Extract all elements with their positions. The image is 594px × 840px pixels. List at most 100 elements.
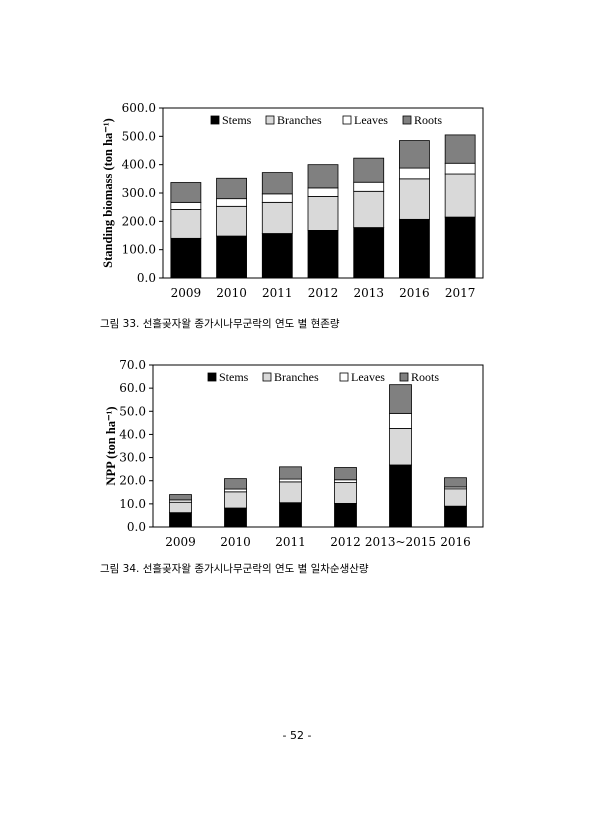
legend-label-stems: Stems: [222, 113, 252, 127]
legend-item-branches: Branches: [262, 370, 319, 384]
bar-stems-2010: [224, 507, 247, 528]
x-tick-label: 2016: [440, 535, 471, 549]
bar-stems-2012: [334, 502, 357, 528]
x-tick-label: 2013~2015: [365, 535, 436, 549]
x-tick-label: 2016: [399, 286, 430, 300]
bar-branches-2016: [399, 178, 430, 220]
bar-stems-2009: [169, 512, 192, 528]
y-tick-label: 0.0: [137, 271, 156, 285]
bar-stems-2011: [279, 502, 302, 528]
bar-roots-2012: [307, 164, 339, 189]
bar-roots-2016: [399, 140, 430, 169]
plot-area: [152, 364, 484, 528]
bar-branches-2011: [261, 201, 293, 234]
bar-branches-2016: [444, 488, 467, 507]
legend-swatch-roots: [402, 115, 412, 125]
legend-swatch-branches: [262, 372, 272, 382]
x-tick-label: 2010: [216, 286, 247, 300]
bar-branches-2012: [307, 196, 339, 231]
bar-leaves-2013-2015: [389, 412, 412, 429]
legend-label-leaves: Leaves: [351, 370, 385, 384]
y-axis-label: Standing biomass (ton ha⁻¹): [101, 118, 115, 268]
y-tick-label: 300.0: [122, 186, 156, 200]
y-tick-label: 40.0: [119, 427, 146, 441]
bar-leaves-2011: [279, 478, 302, 483]
legend-label-branches: Branches: [277, 113, 322, 127]
bar-branches-2013: [353, 190, 385, 228]
y-axis-label: NPP (ton ha⁻¹): [104, 406, 118, 485]
bar-roots-2013: [353, 157, 385, 183]
x-tick-label: 2009: [165, 535, 196, 549]
y-tick-label: 70.0: [119, 358, 146, 372]
legend-item-roots: Roots: [402, 113, 442, 127]
bar-branches-2009: [170, 209, 202, 239]
bar-leaves-2017: [444, 162, 476, 175]
legend-item-stems: Stems: [207, 370, 249, 384]
bar-branches-2010: [224, 491, 247, 509]
bar-roots-2011: [279, 466, 302, 480]
x-tick-label: 2012: [308, 286, 339, 300]
y-tick-label: 200.0: [122, 214, 156, 228]
bar-branches-2010: [216, 205, 247, 237]
legend-item-stems: Stems: [210, 113, 252, 127]
y-tick-label: 50.0: [119, 404, 146, 418]
y-tick-label: 400.0: [122, 158, 156, 172]
legend-swatch-leaves: [342, 115, 352, 125]
legend-label-stems: Stems: [219, 370, 249, 384]
bar-roots-2009: [169, 494, 192, 501]
legend-swatch-stems: [207, 372, 217, 382]
figure-34-caption: 그림 34. 선흘곶자왈 종가시나무군락의 연도 별 일차순생산량: [100, 563, 369, 575]
npp-chart: 0.0 10.0 20.0 30.0 40.0 50.0 60.0 70.0 NPP (ton …: [104, 358, 484, 549]
legend-label-roots: Roots: [411, 370, 439, 384]
bar-branches-2011: [279, 481, 302, 504]
x-tick-label: 2013: [353, 286, 384, 300]
y-tick-label: 500.0: [122, 129, 156, 143]
legend-label-roots: Roots: [414, 113, 442, 127]
y-tick-label: 10.0: [119, 497, 146, 511]
legend-label-leaves: Leaves: [354, 113, 388, 127]
bar-branches-2017: [444, 173, 476, 218]
bar-roots-2010: [216, 177, 247, 200]
bar-roots-2009: [170, 182, 202, 203]
bar-roots-2010: [224, 478, 247, 490]
legend-swatch-roots: [399, 372, 409, 382]
bar-stems-2013-2015: [389, 464, 412, 528]
legend-item-roots: Roots: [399, 370, 439, 384]
y-tick-label: 60.0: [119, 381, 146, 395]
bar-roots-2011: [261, 172, 293, 195]
legend-swatch-leaves: [339, 372, 349, 382]
y-tick-label: 30.0: [119, 451, 146, 465]
bar-stems-2009: [170, 237, 202, 279]
x-tick-label: 2009: [171, 286, 202, 300]
bar-leaves-2010: [224, 488, 247, 493]
y-tick-label: 0.0: [127, 520, 146, 534]
bar-branches-2013-2015: [389, 428, 412, 466]
bar-stems-2012: [307, 229, 339, 279]
bar-leaves-2016: [399, 167, 430, 180]
legend-swatch-stems: [210, 115, 220, 125]
bar-leaves-2010: [216, 198, 247, 207]
y-tick-label: 100.0: [122, 243, 156, 257]
bar-roots-2017: [444, 134, 476, 164]
x-tick-label: 2012: [330, 535, 361, 549]
y-tick-label: 20.0: [119, 474, 146, 488]
bar-stems-2016: [399, 218, 430, 279]
bar-branches-2009: [169, 501, 192, 514]
standing-biomass-chart: 0.0 100.0 200.0 300.0 400.0 500.0 600.0 Standin…: [101, 101, 484, 300]
bar-leaves-2012: [334, 479, 357, 483]
page-number: - 52 -: [282, 729, 312, 742]
bar-roots-2013-2015: [389, 384, 412, 414]
legend-swatch-branches: [265, 115, 275, 125]
x-tick-label: 2010: [220, 535, 251, 549]
bar-leaves-2012: [307, 187, 339, 197]
bar-stems-2011: [261, 233, 293, 279]
legend-label-branches: Branches: [274, 370, 319, 384]
bar-stems-2010: [216, 235, 247, 279]
bar-leaves-2013: [353, 181, 385, 192]
figure-33-caption: 그림 33. 선흘곶자왈 종가시나무군락의 연도 별 현존량: [100, 318, 340, 330]
bar-roots-2016: [444, 477, 467, 488]
bar-branches-2012: [334, 482, 357, 504]
legend-item-leaves: Leaves: [342, 113, 388, 127]
bar-leaves-2009: [170, 201, 202, 210]
bar-roots-2012: [334, 467, 357, 481]
